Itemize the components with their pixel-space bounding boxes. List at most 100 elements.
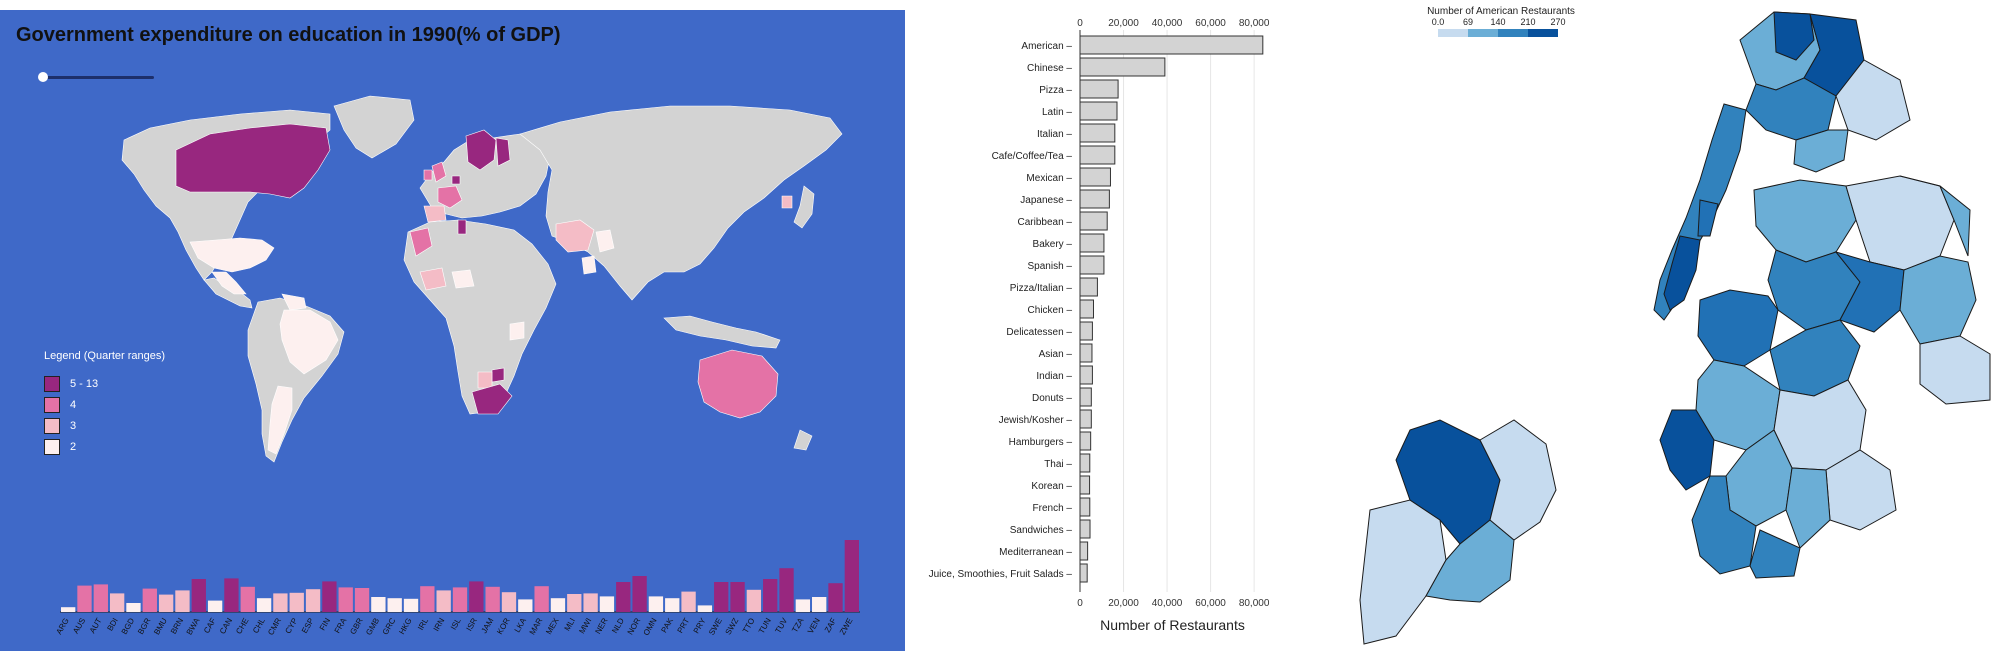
cuisine-bar[interactable] [1079, 145, 1116, 165]
zip-area[interactable] [1479, 419, 1557, 541]
country-bar[interactable] [485, 586, 500, 612]
country-bar[interactable] [599, 596, 615, 612]
zip-area[interactable] [1663, 235, 1701, 311]
cuisine-bar[interactable] [1079, 35, 1264, 55]
cuisine-bar[interactable] [1079, 343, 1093, 363]
country-shape-scandinavia[interactable] [465, 129, 497, 171]
country-bar[interactable] [518, 599, 533, 612]
cuisine-bar[interactable] [1079, 541, 1089, 561]
country-bar[interactable] [730, 582, 745, 612]
country-shape-uk[interactable] [431, 161, 447, 183]
cuisine-bar[interactable] [1079, 475, 1091, 495]
country-bar[interactable] [109, 593, 125, 612]
country-bar[interactable] [550, 598, 566, 612]
country-bar[interactable] [779, 568, 794, 612]
country-shape-japan[interactable] [793, 185, 815, 229]
country-shape-indonesia[interactable] [663, 315, 781, 349]
country-bar[interactable] [828, 583, 843, 612]
cuisine-bar[interactable] [1079, 409, 1092, 429]
country-bar[interactable] [273, 593, 288, 612]
cuisine-bar[interactable] [1079, 101, 1118, 121]
country-shape-venezuela[interactable] [281, 293, 307, 311]
cuisine-bar[interactable] [1079, 233, 1105, 253]
country-bar[interactable] [158, 594, 174, 612]
zip-area[interactable] [1753, 179, 1857, 263]
cuisine-bar[interactable] [1079, 431, 1092, 451]
country-bar[interactable] [714, 582, 729, 612]
country-bar[interactable] [322, 581, 337, 612]
country-bar[interactable] [746, 589, 762, 612]
zip-area[interactable] [1834, 251, 1905, 333]
country-bar[interactable] [452, 587, 468, 612]
country-shape-tanzania[interactable] [509, 321, 525, 341]
country-shape-canada[interactable] [175, 123, 331, 199]
country-shape-niger[interactable] [451, 269, 475, 289]
country-shape-zimbabwe[interactable] [491, 367, 505, 383]
country-shape-pakistan[interactable] [595, 229, 615, 253]
country-bar[interactable] [648, 596, 664, 612]
country-shape-argentina[interactable] [267, 385, 293, 455]
country-shape-morocco[interactable] [409, 227, 433, 257]
country-shape-greenland[interactable] [333, 95, 415, 159]
cuisine-bar[interactable] [1079, 365, 1093, 385]
zip-area[interactable] [1899, 175, 1971, 257]
country-shape-botswana[interactable] [477, 371, 493, 389]
country-bar[interactable] [436, 590, 451, 612]
country-bar[interactable] [61, 607, 76, 612]
country-shape-korea[interactable] [781, 195, 793, 209]
country-shape-france[interactable] [437, 185, 463, 209]
country-shape-mali[interactable] [419, 267, 447, 291]
country-bar[interactable] [289, 592, 304, 612]
country-bar[interactable] [191, 579, 206, 612]
country-bar[interactable] [665, 598, 680, 612]
cuisine-bar[interactable] [1079, 453, 1091, 473]
cuisine-bar[interactable] [1079, 497, 1091, 517]
country-bar[interactable] [305, 589, 321, 612]
country-bar[interactable] [175, 590, 190, 612]
country-bar[interactable] [403, 598, 419, 612]
country-shape-tunisia[interactable] [457, 219, 467, 235]
zip-area[interactable] [1659, 409, 1715, 491]
country-bar[interactable] [812, 597, 827, 612]
country-shape-netherlands[interactable] [451, 175, 461, 185]
cuisine-bar[interactable] [1079, 277, 1098, 297]
cuisine-bar[interactable] [1079, 123, 1116, 143]
country-shape-spain[interactable] [423, 205, 447, 223]
zip-area[interactable] [1697, 199, 1719, 237]
country-shape-oman[interactable] [581, 255, 597, 275]
country-bar[interactable] [93, 584, 108, 612]
cuisine-bar[interactable] [1079, 57, 1166, 77]
country-bar[interactable] [371, 597, 386, 612]
country-bar[interactable] [681, 591, 696, 612]
country-shape-usa[interactable] [189, 237, 275, 273]
zip-area[interactable] [1697, 289, 1779, 367]
cuisine-bar[interactable] [1079, 519, 1091, 539]
country-bar[interactable] [77, 585, 92, 612]
country-bar[interactable] [534, 586, 549, 612]
country-bar[interactable] [420, 586, 435, 612]
country-bar[interactable] [207, 600, 223, 612]
cuisine-bar[interactable] [1079, 79, 1119, 99]
year-slider-track[interactable] [42, 76, 154, 79]
cuisine-bar[interactable] [1079, 211, 1108, 231]
zip-area[interactable] [1359, 499, 1447, 645]
zip-area[interactable] [1749, 529, 1801, 579]
country-shape-mexico[interactable] [211, 271, 247, 295]
country-bar[interactable] [795, 599, 811, 612]
cuisine-bar[interactable] [1079, 255, 1105, 275]
country-bar[interactable] [697, 605, 713, 612]
country-bar[interactable] [632, 576, 647, 612]
country-shape-asia[interactable] [519, 105, 843, 301]
country-bar[interactable] [256, 598, 272, 612]
country-bar[interactable] [567, 594, 582, 612]
zip-area[interactable] [1773, 11, 1815, 61]
country-bar[interactable] [387, 598, 402, 612]
cuisine-bar[interactable] [1079, 189, 1110, 209]
cuisine-bar[interactable] [1079, 563, 1088, 583]
cuisine-bar[interactable] [1079, 321, 1093, 341]
country-bar[interactable] [126, 603, 141, 612]
country-shape-finland[interactable] [495, 137, 511, 167]
country-bar[interactable] [469, 581, 484, 612]
country-shape-brazil[interactable] [279, 309, 339, 375]
country-bar[interactable] [240, 586, 255, 612]
